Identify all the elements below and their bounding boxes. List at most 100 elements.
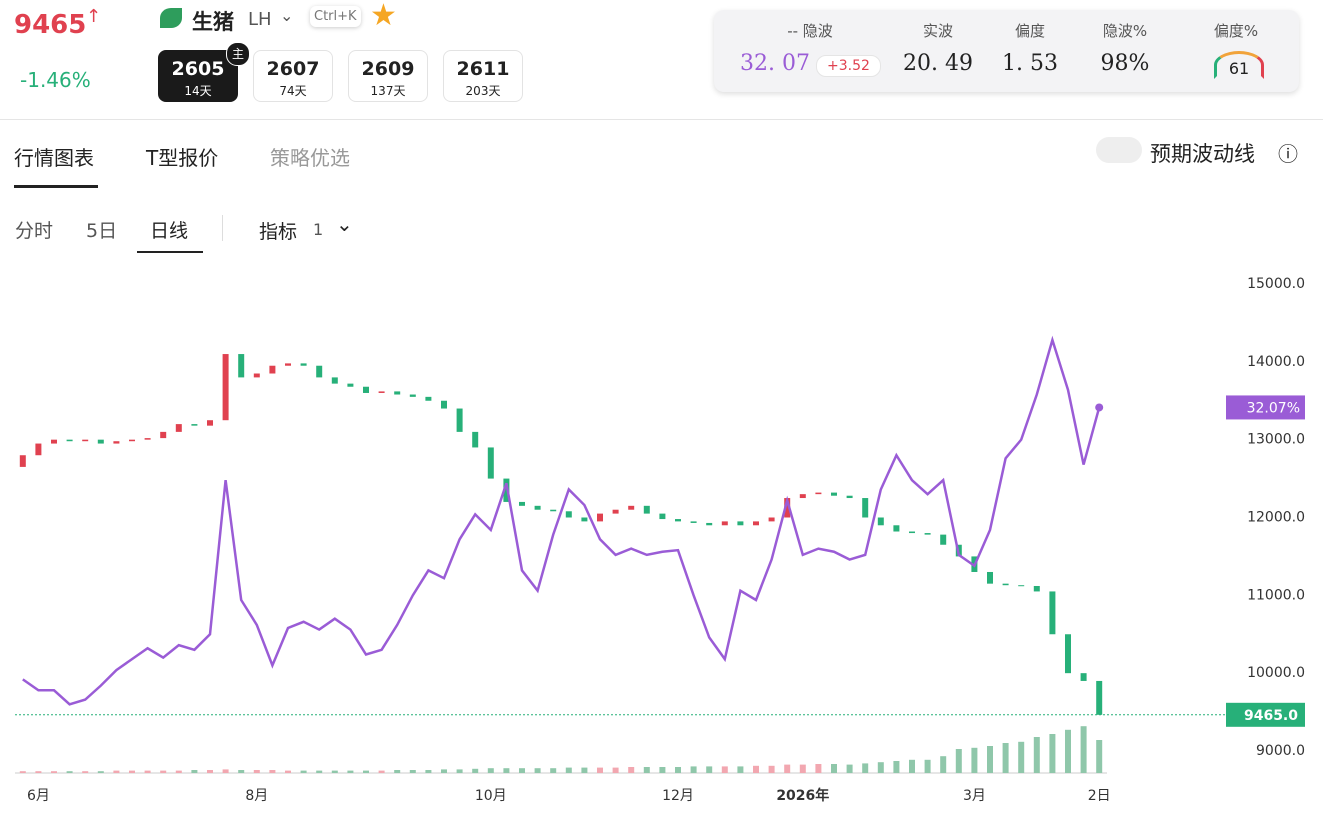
candle (940, 534, 947, 545)
volume-bar (877, 762, 884, 773)
change: -1.46% (20, 68, 91, 92)
stat-label: 隐波% (1102, 22, 1148, 40)
volume-bar (768, 765, 775, 773)
volume-bar (690, 766, 697, 773)
volume-bar (363, 770, 369, 773)
volume-bar (503, 768, 510, 773)
contract-days: 14天 (184, 84, 212, 98)
x-tick-label: 12月 (662, 788, 694, 804)
candle (82, 439, 89, 442)
candle (628, 505, 635, 510)
volume-bar (378, 770, 385, 773)
stat-label: 偏度% (1213, 22, 1259, 40)
tab-underline (14, 185, 98, 188)
candle (581, 517, 588, 522)
contract[interactable]: 2609 137天 (348, 50, 428, 102)
chevron[interactable]: ⌄ (336, 212, 353, 236)
y-tick-label: 15000.0 (1247, 276, 1305, 292)
iv-label-bg (1226, 395, 1305, 420)
volume-bar (987, 746, 993, 773)
candle (565, 511, 572, 518)
stat: -- 隐波 32. 07 (740, 20, 880, 76)
volume-bar (35, 771, 42, 773)
candle (1080, 673, 1087, 681)
candle (784, 498, 791, 518)
volume-bar (862, 763, 869, 773)
volume-bar (331, 770, 338, 773)
candle (519, 501, 525, 506)
stat-value: 20. 49 (903, 51, 973, 76)
period[interactable]: 日线 (150, 220, 189, 242)
contract[interactable]: 2611 203天 (443, 50, 523, 102)
volume-bar (269, 770, 276, 773)
divider (0, 119, 1323, 120)
candle (409, 394, 416, 397)
candle (597, 513, 603, 522)
candle (66, 439, 73, 442)
stat-value: 32. 07 (740, 51, 810, 76)
last-price-bg (1226, 702, 1305, 727)
x-tick-label: 3月 (963, 788, 986, 804)
volume-bar (1049, 734, 1056, 773)
shortcut: Ctrl+K (310, 6, 361, 27)
volume-bar (612, 767, 619, 773)
volume-bar (66, 771, 73, 773)
volume-bar (316, 770, 323, 773)
contract-days: 137天 (370, 84, 406, 98)
candle (877, 517, 884, 526)
contract[interactable]: 2605 14天 (158, 50, 238, 102)
favorite[interactable]: ★ (370, 0, 397, 33)
candle (425, 396, 432, 401)
toggle[interactable] (1096, 137, 1142, 163)
candle (300, 363, 307, 366)
stat: 偏度% 61 (1186, 20, 1286, 79)
code[interactable]: LH (248, 9, 272, 30)
candle (129, 439, 135, 442)
candle (721, 521, 728, 526)
indicator[interactable]: 指标 (259, 221, 298, 243)
candle (35, 443, 42, 456)
tab[interactable]: 行情图表 (14, 146, 94, 170)
volume-bar (1096, 740, 1103, 773)
candle (144, 438, 151, 440)
dropdown[interactable]: ⌄ (280, 6, 294, 25)
x-tick-label: 8月 (245, 788, 268, 804)
volume-bar (737, 766, 744, 773)
candle (316, 365, 323, 378)
volume-bar (940, 756, 947, 773)
stat: 偏度 1. 53 (990, 20, 1070, 76)
period[interactable]: 分时 (15, 220, 54, 242)
volume-bar (144, 770, 151, 773)
candle (331, 377, 338, 384)
stat: 实波 20. 49 (898, 20, 978, 76)
volume-bar (628, 767, 635, 773)
indicator-count: 1 (313, 220, 324, 239)
candle (207, 420, 213, 426)
candle (893, 525, 900, 532)
volume-bar (706, 766, 713, 773)
tab[interactable]: 策略优选 (270, 146, 350, 170)
volume-bar (253, 770, 260, 773)
toggle-label: 预期波动线 (1150, 142, 1255, 166)
period[interactable]: 5日 (86, 220, 118, 242)
volume-bar (909, 759, 915, 773)
candle (347, 383, 354, 387)
contract[interactable]: 2607 74天 (253, 50, 333, 102)
volume-bar (924, 759, 931, 773)
tab[interactable]: T型报价 (146, 146, 219, 170)
candle (1033, 585, 1040, 592)
volume-bar (846, 764, 853, 773)
logo (160, 8, 182, 28)
volume-bar (831, 764, 837, 773)
candle (612, 509, 619, 514)
help-icon[interactable]: ⓘ (1278, 142, 1298, 166)
candle (51, 439, 57, 444)
separator (222, 215, 223, 241)
volume-bar (675, 767, 681, 773)
candle (706, 522, 713, 526)
name[interactable]: 生猪 (192, 10, 234, 34)
candle (487, 447, 494, 479)
y-tick-label: 10000.0 (1247, 665, 1305, 681)
volume-bar (581, 767, 588, 773)
